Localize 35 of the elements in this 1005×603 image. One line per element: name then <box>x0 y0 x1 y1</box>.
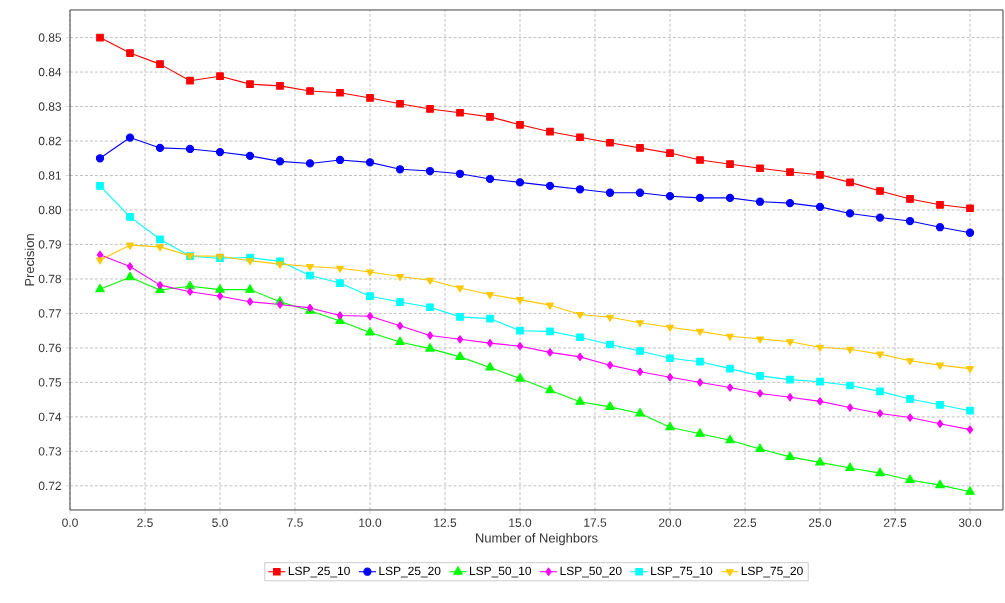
y-tick-label: 0.74 <box>38 412 62 422</box>
y-tick-label: 0.83 <box>38 102 62 111</box>
x-tick-label: 2.5 <box>137 518 153 527</box>
y-tick-label: 0.78 <box>38 274 62 284</box>
x-tick-label: 0.0 <box>62 518 78 527</box>
x-axis-title: Number of Neighbors <box>476 533 598 546</box>
x-tick-label: 7.5 <box>287 518 303 527</box>
x-tick-label: 5.0 <box>212 518 228 527</box>
y-tick-label: 0.81 <box>38 171 61 180</box>
y-tick-label: 0.85 <box>38 33 62 42</box>
x-tick-label: 30.0 <box>958 518 982 527</box>
x-tick-label: 27.5 <box>883 518 907 527</box>
x-tick-label: 20.0 <box>658 518 682 527</box>
y-tick-label: 0.80 <box>38 205 62 215</box>
x-tick-label: 22.5 <box>733 518 757 527</box>
legend-label: LSP_75_20 <box>741 566 803 578</box>
legend-label: LSP_50_10 <box>470 566 532 578</box>
x-tick-label: 10.0 <box>359 518 382 527</box>
legend-label: LSP_25_10 <box>288 566 350 578</box>
y-tick-label: 0.84 <box>38 67 62 77</box>
y-tick-label: 0.76 <box>38 343 62 353</box>
y-tick-label: 0.77 <box>38 309 61 318</box>
y-tick-label: 0.72 <box>38 481 61 491</box>
x-tick-label: 15.0 <box>509 518 532 527</box>
y-tick-label: 0.79 <box>38 240 61 249</box>
legend-label: LSP_75_10 <box>651 566 713 578</box>
y-tick-label: 0.75 <box>38 378 62 387</box>
x-tick-label: 12.5 <box>434 518 457 527</box>
legend-label: LSP_25_20 <box>379 566 441 578</box>
x-tick-label: 17.5 <box>584 518 607 527</box>
y-tick-label: 0.73 <box>38 447 62 456</box>
x-tick-label: 25.0 <box>808 518 832 527</box>
y-axis-title: Precision <box>24 234 35 286</box>
legend-label: LSP_50_20 <box>560 566 622 578</box>
y-tick-label: 0.82 <box>38 136 61 146</box>
